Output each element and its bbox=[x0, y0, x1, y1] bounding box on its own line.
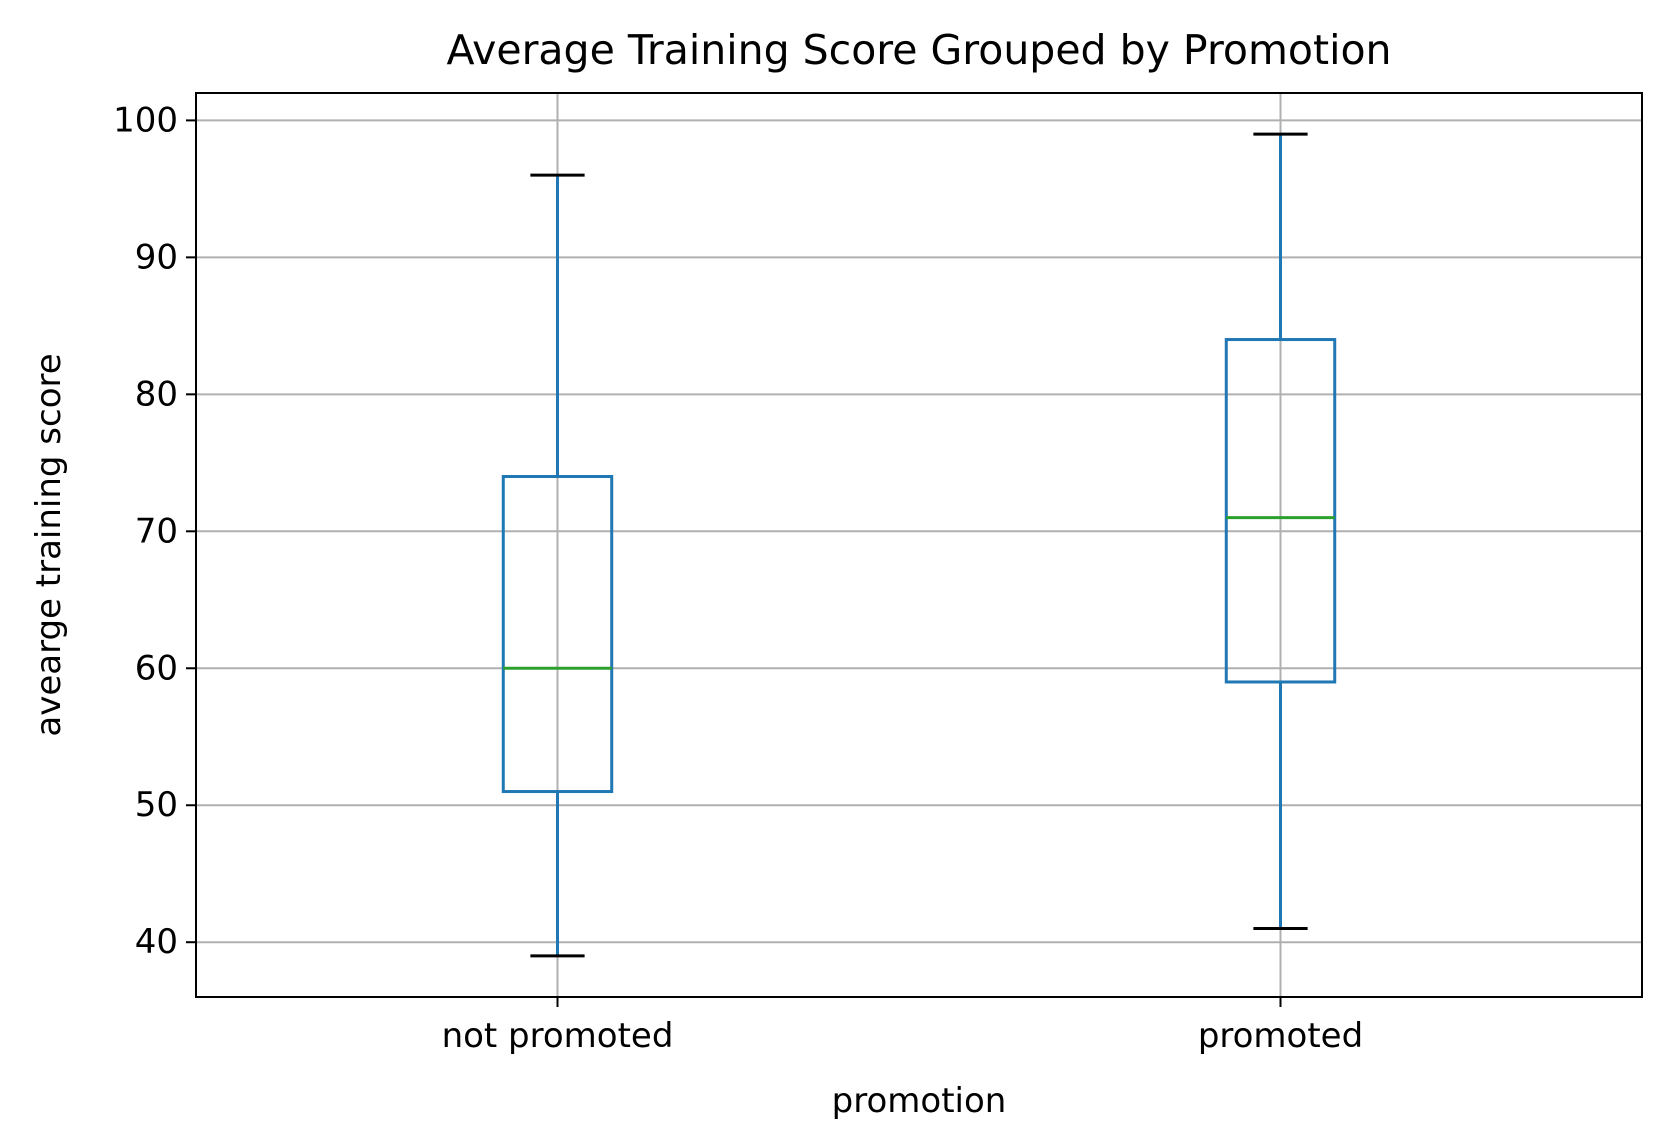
y-tick-label: 80 bbox=[135, 374, 178, 414]
y-tick-label: 100 bbox=[113, 100, 178, 140]
box-2 bbox=[1224, 132, 1337, 931]
x-tick-label: promoted bbox=[1198, 1016, 1363, 1056]
y-tick-label: 70 bbox=[135, 511, 178, 551]
y-tick-label: 40 bbox=[135, 922, 178, 962]
iqr-box bbox=[501, 475, 614, 794]
axis-ticks: 40 50 60 70 80 90 100 not promoted promoted bbox=[113, 100, 1363, 1056]
plot-frame bbox=[195, 92, 1643, 998]
y-tick-label: 60 bbox=[135, 648, 178, 688]
chart-title: Average Training Score Grouped by Promot… bbox=[446, 26, 1391, 74]
x-axis-title: promotion bbox=[832, 1081, 1007, 1121]
y-axis-title: avearge training score bbox=[29, 353, 69, 736]
x-tick-label: not promoted bbox=[442, 1016, 674, 1056]
y-tick-label: 50 bbox=[135, 785, 178, 825]
iqr-box bbox=[1224, 338, 1337, 684]
box-1 bbox=[501, 173, 614, 958]
y-tick-label: 90 bbox=[135, 237, 178, 277]
grid-lines bbox=[196, 93, 1642, 997]
box-plots bbox=[501, 132, 1337, 958]
